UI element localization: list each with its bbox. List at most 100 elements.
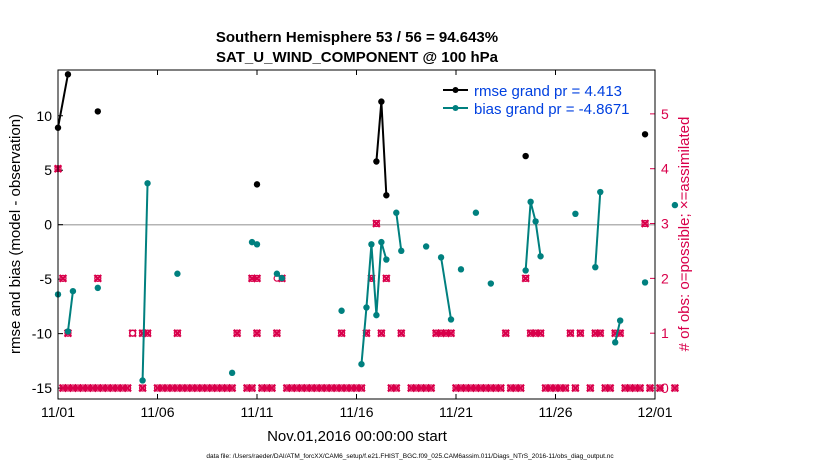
rmse-point — [94, 108, 102, 115]
obs-possible-marker — [536, 329, 545, 337]
obs-possible-marker — [69, 384, 77, 392]
obs-possible-marker — [626, 384, 634, 392]
bias-point — [64, 328, 72, 335]
obs-assimilated-marker — [670, 383, 680, 393]
y-tick-right-label: 3 — [661, 216, 669, 232]
obs-possible-marker — [621, 384, 629, 392]
rmse-point — [253, 181, 261, 188]
bias-point — [487, 280, 495, 287]
y-tick-left-label: -15 — [32, 380, 52, 396]
obs-possible-marker — [213, 384, 221, 392]
bias-point — [447, 316, 455, 323]
bias-point — [338, 307, 345, 314]
obs-possible-marker — [561, 384, 570, 392]
legend-bias-marker — [452, 105, 459, 111]
x-tick-label: 11/06 — [141, 404, 175, 420]
bias-point — [457, 266, 465, 273]
obs-assimilated-marker — [247, 383, 257, 393]
obs-possible-marker — [541, 384, 550, 392]
obs-possible-marker — [74, 384, 82, 392]
bias-point — [527, 198, 534, 206]
obs-possible-marker — [114, 384, 122, 392]
obs-possible-marker — [59, 274, 67, 283]
bias-line-segment — [395, 212, 403, 251]
obs-assimilated-marker — [252, 274, 262, 283]
obs-possible-marker — [522, 274, 530, 283]
y-tick-left-label: -5 — [40, 271, 53, 287]
bias-line-segment — [524, 201, 542, 271]
obs-possible-marker — [342, 384, 351, 392]
chart-title: Southern Hemisphere 53 / 56 = 94.643% — [216, 29, 498, 46]
obs-possible-marker — [442, 329, 450, 337]
bias-point — [592, 263, 599, 271]
obs-possible-marker — [447, 329, 455, 337]
obs-possible-marker — [89, 384, 97, 392]
legend: rmse grand pr = 4.413 bias grand pr = -4… — [443, 83, 630, 118]
bias-line-segment — [66, 291, 74, 332]
obs-possible-marker — [576, 329, 585, 337]
obs-possible-marker — [656, 384, 664, 392]
obs-possible-marker — [243, 384, 251, 392]
y-tick-left-label: -10 — [32, 326, 52, 342]
obs-possible-marker — [163, 384, 172, 392]
obs-assimilated-marker — [232, 329, 242, 338]
obs-possible-marker — [109, 384, 117, 392]
obs-possible-marker — [233, 329, 241, 337]
obs-possible-marker — [153, 384, 162, 392]
obs-possible-marker — [308, 384, 316, 392]
obs-possible-marker — [641, 219, 649, 228]
obs-possible-marker — [253, 329, 261, 337]
obs-assimilated-marker — [93, 274, 102, 283]
x-tick-label: 11/01 — [41, 404, 75, 420]
obs-possible-marker — [193, 384, 201, 392]
obs-possible-marker — [337, 329, 346, 337]
obs-possible-marker — [646, 384, 654, 392]
chart-subtitle: SAT_U_WIND_COMPONENT @ 100 hPa — [216, 49, 499, 66]
data-file-footnote: data file: /Users/raeder/DAI/ATM_forcXX/… — [206, 453, 614, 460]
obs-possible-marker — [601, 384, 609, 392]
obs-possible-marker — [357, 384, 366, 392]
obs-assimilated-marker — [640, 219, 650, 228]
bias-point — [378, 238, 385, 246]
obs-possible-marker — [502, 329, 510, 337]
obs-possible-marker — [59, 384, 67, 392]
y-tick-right-label: 0 — [661, 380, 669, 396]
bias-line-segment — [614, 320, 622, 343]
obs-assimilated-marker — [635, 383, 645, 393]
obs-possible-marker — [248, 384, 256, 392]
obs-possible-marker — [327, 384, 336, 392]
obs-possible-marker — [288, 384, 296, 392]
obs-assimilated-marker — [576, 329, 585, 338]
rmse-point — [373, 158, 380, 165]
obs-possible-marker — [437, 329, 445, 337]
obs-assimilated-marker — [521, 274, 530, 283]
obs-possible-marker — [208, 384, 216, 392]
obs-possible-marker — [412, 384, 420, 392]
obs-possible-marker — [472, 384, 480, 392]
obs-possible-marker — [79, 384, 87, 392]
bias-point — [373, 311, 380, 319]
obs-possible-marker — [512, 384, 520, 392]
x-tick-label: 11/26 — [539, 404, 573, 420]
bias-point — [537, 253, 544, 260]
obs-possible-marker — [168, 384, 177, 392]
obs-possible-marker — [138, 329, 147, 337]
obs-possible-marker — [636, 384, 644, 392]
bias-point — [572, 210, 579, 218]
bias-point — [358, 360, 365, 368]
bias-point — [671, 201, 679, 209]
obs-possible-marker — [467, 384, 475, 392]
y-axis-left-label: rmse and bias (model - observation) — [7, 114, 24, 354]
obs-possible-marker — [258, 384, 266, 392]
legend-bias-label: bias grand pr = -4.8671 — [474, 101, 630, 118]
obs-possible-marker — [228, 384, 236, 392]
obs-possible-marker — [497, 384, 505, 392]
bias-point — [94, 284, 102, 292]
obs-possible-marker — [566, 329, 575, 337]
obs-assimilated-marker — [596, 329, 605, 338]
obs-assimilated-marker — [501, 329, 510, 338]
obs-possible-marker — [183, 384, 192, 392]
bias-line-segment — [141, 183, 149, 381]
obs-possible-marker — [432, 329, 440, 337]
rmse-point — [378, 98, 385, 105]
